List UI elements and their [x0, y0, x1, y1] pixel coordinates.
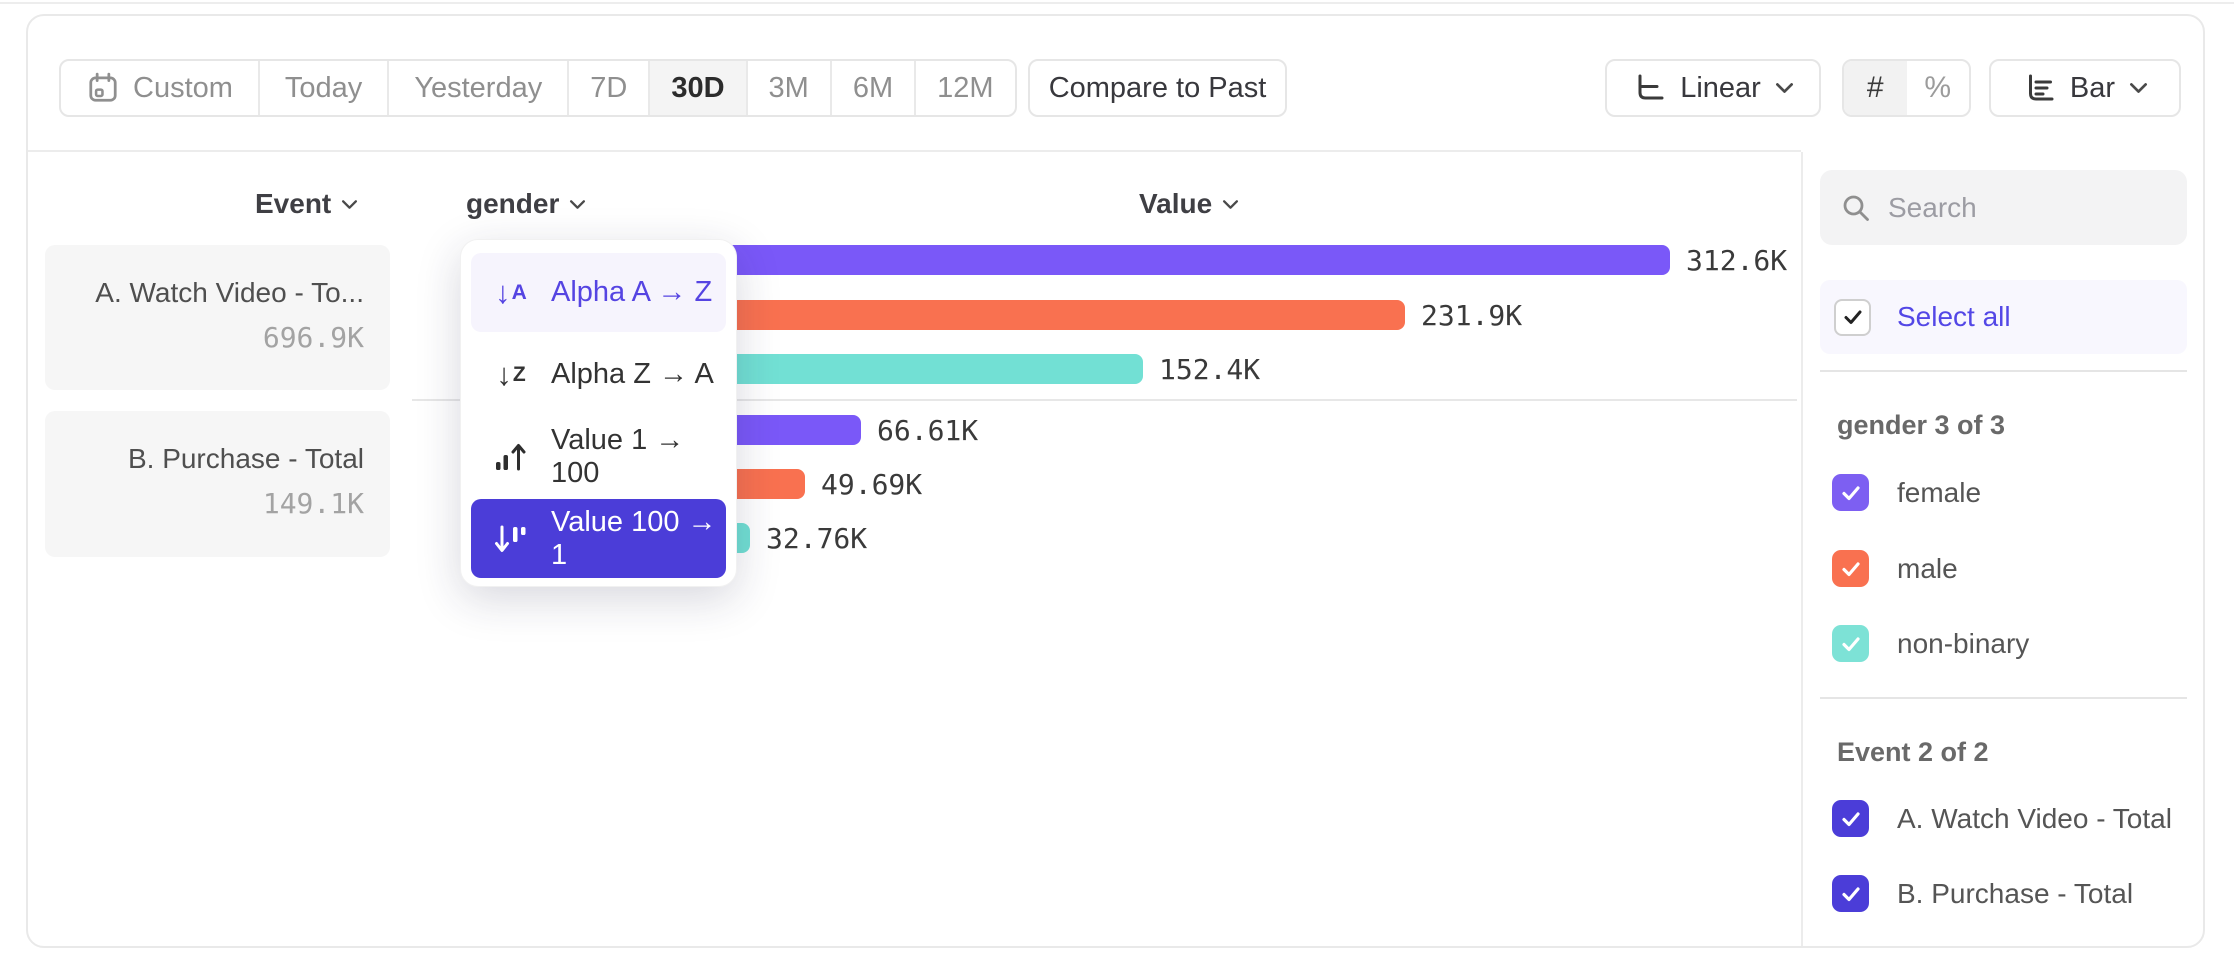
select-all-label: Select all: [1897, 301, 2011, 332]
date-range-6m[interactable]: 6M: [829, 61, 914, 115]
event-card-watch-video[interactable]: A. Watch Video - To... 696.9K: [45, 245, 390, 390]
event-card-purchase[interactable]: B. Purchase - Total 149.1K: [45, 411, 390, 557]
bar-male[interactable]: [642, 300, 1405, 330]
date-range-custom[interactable]: Custom: [61, 61, 258, 115]
chevron-down-icon: [1223, 199, 1239, 209]
sort-value-ascending-icon: [485, 440, 537, 474]
event-total: 149.1K: [262, 487, 364, 520]
filter-row-female[interactable]: female: [1832, 474, 1981, 511]
purchase-checkbox[interactable]: [1832, 875, 1869, 912]
filter-label: A. Watch Video - Total: [1897, 802, 2172, 834]
sort-option-label: Alpha A → Z: [551, 276, 713, 308]
value-header-label: Value: [1139, 188, 1213, 219]
sidebar-divider: [1801, 152, 1803, 946]
sort-option-value-desc[interactable]: Value 100 → 1: [471, 499, 726, 578]
sort-option-value-asc[interactable]: Value 1 → 100: [471, 417, 726, 496]
date-range-today[interactable]: Today: [257, 61, 387, 115]
sidebar-section-divider: [1820, 370, 2187, 372]
non-binary-checkbox[interactable]: [1832, 625, 1869, 662]
sort-dropdown-menu: ↓ A Alpha A → Z ↓ Z Alpha Z → A Value 1 → …: [460, 239, 737, 587]
search-icon: [1843, 195, 1869, 221]
bar-row: 312.6K: [642, 243, 1788, 277]
filter-label: B. Purchase - Total: [1897, 877, 2134, 909]
column-header-value[interactable]: Value: [1139, 188, 1239, 220]
chevron-down-icon: [342, 199, 358, 209]
filter-label: non-binary: [1897, 627, 2030, 659]
select-all-checkbox[interactable]: [1834, 298, 1871, 336]
gender-header-label: gender: [466, 188, 560, 219]
bar-value-label: 312.6K: [1686, 243, 1788, 277]
filter-row-purchase[interactable]: B. Purchase - Total: [1832, 875, 2133, 912]
date-range-label: Custom: [133, 71, 233, 104]
bar-value-label: 49.69K: [821, 467, 923, 501]
sort-option-label: Value 1 → 100: [551, 423, 685, 489]
event-header-label: Event: [255, 188, 332, 219]
female-checkbox[interactable]: [1832, 474, 1869, 511]
date-range-3m[interactable]: 3M: [745, 61, 830, 115]
sort-option-alpha-desc[interactable]: ↓ Z Alpha Z → A: [471, 335, 726, 414]
date-range-7d[interactable]: 7D: [567, 61, 648, 115]
format-number-toggle[interactable]: #: [1844, 61, 1907, 115]
filter-row-male[interactable]: male: [1832, 550, 1958, 587]
male-checkbox[interactable]: [1832, 550, 1869, 587]
date-range-yesterday[interactable]: Yesterday: [387, 61, 567, 115]
scale-linear-button[interactable]: Linear: [1605, 59, 1821, 117]
linear-axis-icon: [1638, 74, 1664, 100]
column-header-gender[interactable]: gender: [466, 188, 586, 220]
bar-value-label: 32.76K: [766, 521, 868, 555]
date-range-12m[interactable]: 12M: [914, 61, 1014, 115]
filter-label: male: [1897, 552, 1958, 584]
date-range-30d[interactable]: 30D: [648, 61, 746, 115]
sidebar-search: [1820, 170, 2187, 245]
sort-alpha-ascending-icon: ↓ A: [495, 275, 527, 310]
watch-video-checkbox[interactable]: [1832, 800, 1869, 837]
column-header-event[interactable]: Event: [255, 188, 358, 220]
group-separator: [412, 399, 1797, 401]
calendar-icon: [89, 72, 117, 102]
bar-female[interactable]: [642, 245, 1670, 275]
chart-type-label: Bar: [2069, 71, 2116, 104]
bar-value-label: 152.4K: [1159, 352, 1261, 386]
sort-option-label: Value 100 → 1: [551, 505, 717, 571]
select-all-row[interactable]: Select all: [1820, 280, 2187, 354]
sort-alpha-descending-icon: ↓ Z: [496, 357, 526, 392]
sidebar-section-divider: [1820, 697, 2187, 699]
toolbar-divider: [28, 150, 1801, 152]
event-title: B. Purchase - Total: [127, 443, 364, 474]
report-card: Custom Today Yesterday 7D 30D 3M 6M 12M …: [26, 14, 2205, 948]
filter-row-non-binary[interactable]: non-binary: [1832, 625, 2029, 662]
bar-value-label: 231.9K: [1421, 298, 1523, 332]
format-percent-toggle[interactable]: %: [1924, 71, 1952, 104]
event-title: A. Watch Video - To...: [95, 277, 364, 308]
horizontal-bar-chart-icon: [2028, 74, 2054, 101]
sort-option-label: Alpha Z → A: [551, 358, 714, 390]
chevron-down-icon: [2130, 83, 2148, 93]
sidebar-group-title-gender: gender 3 of 3: [1837, 410, 2006, 440]
value-format-toggle: # %: [1842, 59, 1971, 117]
event-total: 696.9K: [262, 321, 364, 354]
scale-label: Linear: [1680, 71, 1761, 104]
sort-value-descending-icon: [485, 522, 537, 556]
chevron-down-icon: [570, 199, 586, 209]
date-range-selector: Custom Today Yesterday 7D 30D 3M 6M 12M: [59, 59, 1017, 117]
search-input[interactable]: [1888, 191, 2138, 224]
filter-label: female: [1897, 476, 1982, 508]
bar-row: 231.9K: [642, 298, 1523, 332]
chart-type-bar-button[interactable]: Bar: [1989, 59, 2181, 117]
sidebar-group-title-event: Event 2 of 2: [1837, 737, 1989, 767]
bar-value-label: 66.61K: [877, 413, 979, 447]
filter-row-watch-video[interactable]: A. Watch Video - Total: [1832, 800, 2172, 837]
page-top-divider: [0, 2, 2234, 4]
compare-to-past-button[interactable]: Compare to Past: [1028, 59, 1287, 117]
chevron-down-icon: [1775, 83, 1793, 93]
sort-option-alpha-asc[interactable]: ↓ A Alpha A → Z: [471, 253, 726, 332]
